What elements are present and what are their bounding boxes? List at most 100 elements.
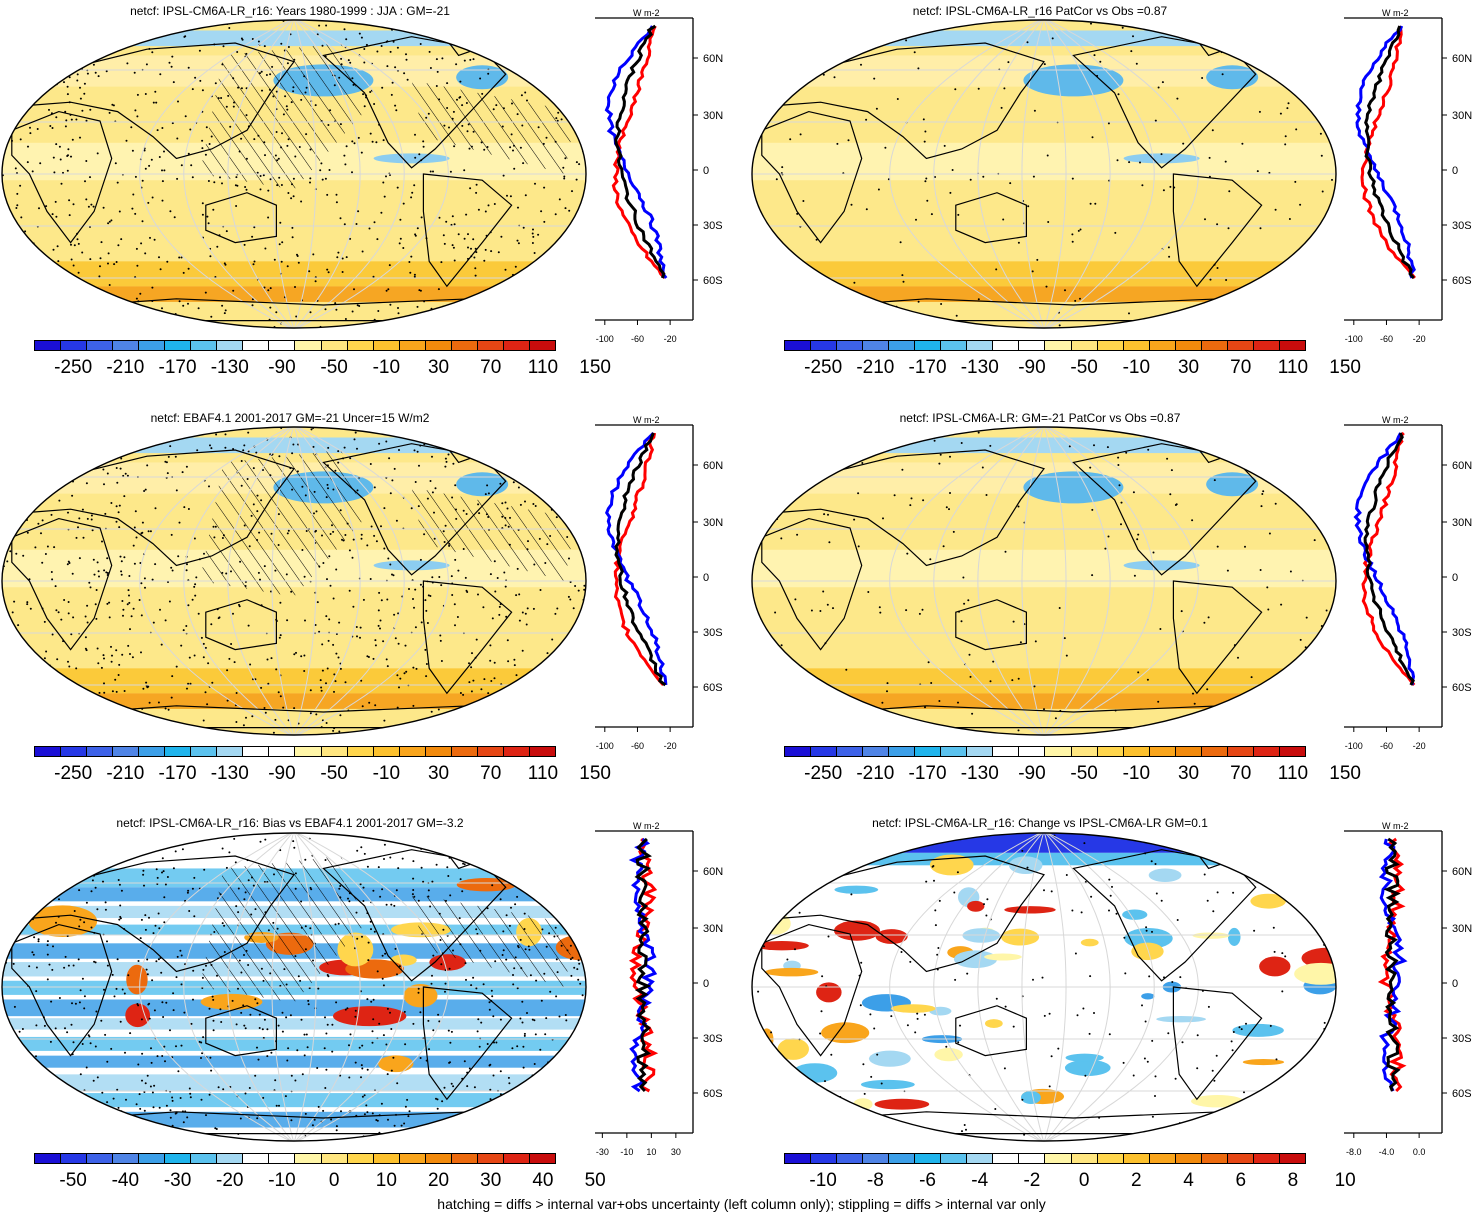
latitude-tick-label: 0 — [703, 165, 709, 177]
mean-curve — [614, 432, 667, 687]
colorbar-tick-label: -130 — [960, 357, 999, 378]
colorbar-swatch — [1201, 341, 1228, 350]
colorbar-tick-label: 150 — [579, 357, 611, 378]
colorbar-swatch — [35, 1154, 62, 1163]
colorbar-swatch — [811, 341, 838, 350]
colorbar-tick-label: 30 — [427, 763, 450, 784]
colorbar-swatch — [373, 1154, 400, 1163]
colorbar-swatch — [1097, 747, 1124, 756]
colorbar-swatch — [217, 341, 244, 350]
colorbar-tick-label: 70 — [1230, 357, 1252, 378]
colorbar-swatch — [139, 341, 166, 350]
colorbar-swatch — [1279, 341, 1305, 350]
colorbar-swatch — [451, 341, 478, 350]
latitude-tick-label: 0 — [703, 572, 709, 584]
colorbar — [34, 746, 556, 757]
colorbar-swatch — [243, 1154, 270, 1163]
units-label: W m-2 — [633, 415, 660, 425]
panel-title: netcf: IPSL-CM6A-LR_r16: Years 1980-1999… — [130, 4, 450, 18]
colorbar-swatch — [529, 1154, 555, 1163]
colorbar-tick-label: -210 — [106, 357, 145, 378]
colorbar-swatch — [295, 341, 322, 350]
colorbar-tick-label: -90 — [1018, 763, 1046, 784]
zonal-mean-profile: W m-2 60N 30N 0 30S 60S -100 -60 -20 — [595, 415, 723, 751]
colorbar-swatch — [889, 747, 916, 756]
colorbar-swatch — [941, 1154, 968, 1163]
colorbar-tick-label: -20 — [216, 1170, 244, 1191]
colorbar-swatch — [477, 747, 504, 756]
latitude-tick-label: 60S — [703, 1088, 723, 1100]
mean-curve — [634, 837, 652, 1093]
colorbar-swatch — [1123, 341, 1150, 350]
colorbar-swatch — [811, 1154, 838, 1163]
colorbar-tick-label: 2 — [1131, 1170, 1142, 1191]
colorbar-tick-label: -250 — [804, 357, 843, 378]
colorbar-labels: -250 -210 -170 -130 -90 -50 -10 30 70 110 150 — [784, 763, 1361, 785]
colorbar-swatch — [113, 341, 140, 350]
mean-curve — [1383, 837, 1401, 1092]
latitude-tick-label: 30S — [1452, 220, 1472, 232]
latitude-tick-label: 60S — [1452, 1088, 1472, 1100]
colorbar-tick-label: -90 — [268, 763, 296, 784]
profile-tick-label: -60 — [631, 334, 644, 344]
panel-title: netcf: IPSL-CM6A-LR_r16: Bias vs EBAF4.1… — [116, 816, 464, 830]
colorbar — [784, 1153, 1306, 1164]
colorbar-swatch — [61, 341, 88, 350]
colorbar-swatch — [889, 341, 916, 350]
colorbar-tick-label: 70 — [480, 357, 502, 378]
colorbar-swatch — [451, 1154, 478, 1163]
colorbar-tick-label: -10 — [809, 1170, 837, 1191]
colorbar-swatch — [295, 1154, 322, 1163]
colorbar-swatch — [503, 341, 530, 350]
colorbar-swatch — [373, 747, 400, 756]
colorbar — [34, 340, 556, 351]
colorbar-swatch — [113, 1154, 140, 1163]
colorbar-swatch — [837, 341, 864, 350]
colorbar-swatch — [1019, 1154, 1046, 1163]
profile-tick-label: -8.0 — [1346, 1147, 1362, 1157]
colorbar-tick-label: -170 — [908, 763, 947, 784]
zonal-mean-profile: W m-2 60N 30N 0 30S 60S -100 -60 -20 — [1344, 415, 1472, 751]
latitude-tick-label: 30S — [703, 1033, 723, 1045]
profile-tick-label: -100 — [1345, 741, 1363, 751]
colorbar-tick-label: 6 — [1235, 1170, 1247, 1191]
colorbar-swatch — [1201, 747, 1228, 756]
colorbar-swatch — [915, 747, 942, 756]
colorbar-swatch — [243, 341, 270, 350]
colorbar-swatch — [1253, 1154, 1280, 1163]
latitude-tick-label: 60N — [703, 866, 723, 878]
colorbar-tick-label: -50 — [59, 1170, 87, 1191]
colorbar-swatch — [1071, 747, 1098, 756]
colorbar-swatch — [347, 341, 374, 350]
world-map — [1, 426, 587, 736]
colorbar-tick-label: 10 — [1334, 1170, 1356, 1191]
profile-tick-label: -4.0 — [1379, 1147, 1395, 1157]
profile-tick-label: -20 — [664, 741, 677, 751]
colorbar-swatch — [1253, 341, 1280, 350]
latitude-tick-label: 60N — [703, 53, 723, 65]
colorbar-swatch — [1149, 341, 1176, 350]
colorbar-labels: -250 -210 -170 -130 -90 -50 -10 30 70 110 150 — [34, 763, 611, 785]
colorbar-swatch — [1071, 1154, 1098, 1163]
world-map — [751, 19, 1337, 329]
colorbar-swatch — [1227, 1154, 1254, 1163]
colorbar-swatch — [941, 341, 968, 350]
colorbar-swatch — [1071, 341, 1098, 350]
colorbar-swatch — [1253, 747, 1280, 756]
colorbar-labels: -250 -210 -170 -130 -90 -50 -10 30 70 110 150 — [34, 357, 611, 379]
colorbar-swatch — [217, 1154, 244, 1163]
colorbar-tick-label: -8 — [866, 1170, 884, 1191]
colorbar-swatch — [863, 1154, 890, 1163]
panel-title: netcf: IPSL-CM6A-LR_r16: Change vs IPSL-… — [872, 816, 1208, 830]
colorbar-swatch — [1097, 1154, 1124, 1163]
latitude-tick-label: 30S — [703, 220, 723, 232]
colorbar-swatch — [1019, 341, 1046, 350]
latitude-tick-label: 30N — [703, 517, 723, 529]
obs-curve — [611, 25, 666, 280]
colorbar-tick-label: -10 — [1122, 357, 1151, 378]
latitude-tick-label: 60N — [1452, 866, 1472, 878]
profile-tick-label: -100 — [596, 741, 614, 751]
colorbar-swatch — [321, 1154, 348, 1163]
colorbar-tick-label: 110 — [527, 357, 559, 378]
latitude-tick-label: 0 — [1452, 572, 1458, 584]
